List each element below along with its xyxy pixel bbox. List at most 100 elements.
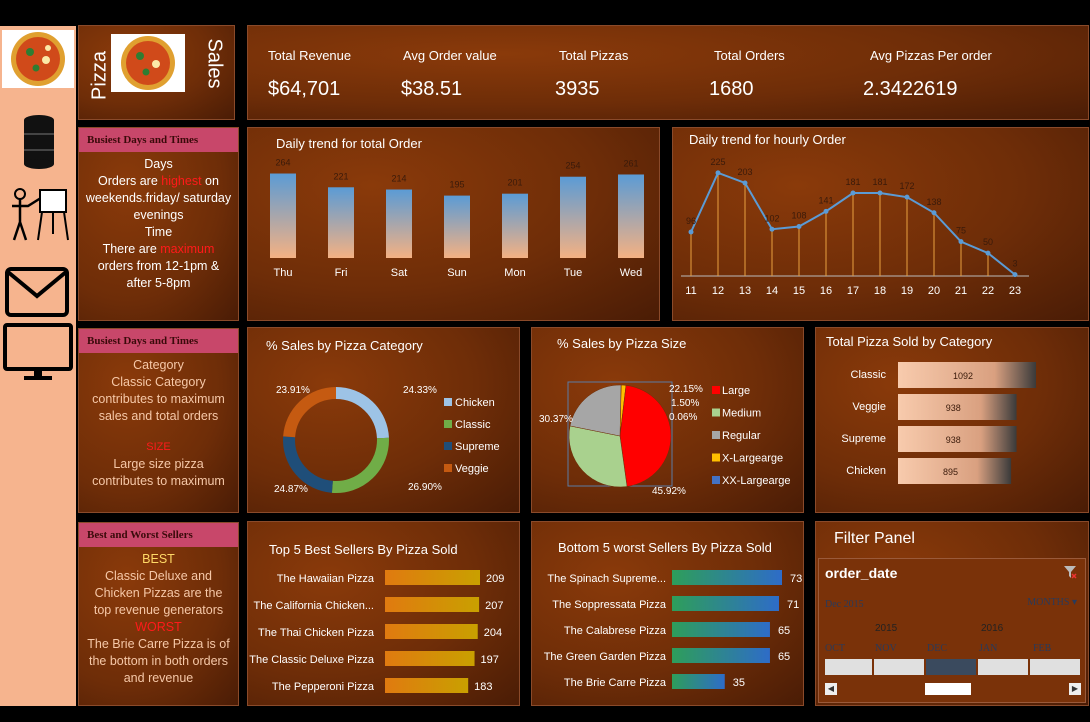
note-text: Orders are [98, 174, 162, 188]
note-best-worst: Best and Worst Sellers BEST Classic Delu… [78, 522, 239, 706]
legend-swatch [712, 431, 720, 439]
month-tile-nov[interactable] [874, 659, 924, 675]
clear-filter-icon[interactable] [1063, 565, 1077, 579]
data-label: 209 [486, 573, 504, 585]
legend-label: Large [722, 385, 750, 397]
note-text: on weekends.friday/ saturday evenings [85, 174, 232, 222]
top5-panel: Top 5 Best Sellers By Pizza Sold The Haw… [247, 521, 520, 706]
data-label: 75 [956, 226, 966, 236]
bottom5-panel: Bottom 5 worst Sellers By Pizza Sold The… [531, 521, 804, 706]
data-point [850, 190, 856, 196]
legend-label: Medium [722, 408, 761, 420]
note-line: The Brie Carre Pizza is of the bottom in… [87, 637, 230, 685]
note-highlight: maximum [160, 242, 215, 256]
tick-label: Chicken [846, 465, 886, 477]
note-busiest-days: Busiest Days and Times Days Orders are h… [78, 127, 239, 321]
timeline-year: 2015 [875, 623, 898, 634]
mail-icon[interactable] [4, 266, 70, 318]
note-head: Busiest Days and Times [79, 128, 238, 152]
data-label: 195 [449, 180, 464, 190]
bar [898, 426, 1017, 452]
data-point [931, 210, 937, 216]
kpi-label-orders: Total Orders [714, 48, 785, 63]
legend-label: XX-Largearge [722, 475, 791, 487]
data-label: 30.37% [539, 414, 573, 425]
month-label: NOV [875, 643, 897, 654]
data-point [1012, 272, 1018, 278]
daily-bar-chart: 264 Thu 221 Fri 214 Sat 195 Sun 201 Mon 254 Tue 261 W… [270, 158, 644, 279]
kpi-value-pizzas: 3935 [555, 78, 600, 100]
data-label: 172 [899, 181, 914, 191]
note-line: Classic Category contributes to maximum … [92, 375, 225, 423]
timeline-level-dropdown[interactable]: MONTHS ▾ [1027, 597, 1077, 608]
tick-label: Supreme [841, 433, 886, 445]
bar [898, 458, 1012, 484]
kpi-panel: Total Revenue $64,701 Avg Order value $3… [247, 25, 1089, 120]
tick-label: 19 [901, 285, 913, 297]
size-pie-panel: % Sales by Pizza Size 45.92% 30.37% 22.15%… [531, 327, 804, 513]
data-label: 254 [565, 161, 580, 171]
data-label: 45.92% [652, 486, 686, 497]
legend-swatch [444, 420, 452, 428]
bar [385, 651, 475, 666]
tick-label: Classic [851, 369, 887, 381]
month-tile-dec-selected[interactable] [926, 659, 976, 675]
kpi-value-avg-order: $38.51 [401, 78, 463, 100]
data-label: 183 [474, 681, 492, 693]
data-point [742, 180, 748, 186]
month-label: OCT [825, 643, 845, 654]
tick-label: The Spinach Supreme... [547, 573, 666, 585]
month-tile-jan[interactable] [978, 659, 1028, 675]
bar [502, 193, 528, 258]
filter-panel: Filter Panel order_date Dec 2015 MONTHS … [815, 521, 1089, 706]
tick-label: 14 [766, 285, 778, 297]
donut-slice [283, 436, 334, 493]
data-label: 35 [733, 677, 745, 689]
note-category: Busiest Days and Times Category Classic … [78, 328, 239, 513]
pizza-image-icon [111, 34, 185, 92]
note-line: Days [144, 157, 173, 171]
kpi-value-avg-pizzas: 2.3422619 [863, 78, 958, 100]
scroll-left-button[interactable]: ◀ [825, 683, 837, 695]
tick-label: The Calabrese Pizza [564, 625, 667, 637]
bar [672, 596, 779, 611]
tick-label: 22 [982, 285, 994, 297]
data-label: 65 [778, 625, 790, 637]
sold-bar-chart: Classic 1092 Veggie 938 Supreme 938 Chicken 895 [841, 362, 1036, 484]
tick-label: 12 [712, 285, 724, 297]
timeline-year: 2016 [981, 623, 1004, 634]
data-label: 181 [872, 177, 887, 187]
bar [560, 176, 586, 258]
tick-label: The Brie Carre Pizza [564, 677, 667, 689]
header-title-left: Pizza [88, 51, 111, 100]
monitor-icon[interactable] [2, 322, 74, 382]
tick-label: 21 [955, 285, 967, 297]
month-tile-oct[interactable] [825, 659, 872, 675]
tick-label: Tue [564, 267, 583, 279]
timeline-slicer[interactable]: order_date Dec 2015 MONTHS ▾ 2015 2016 O… [818, 558, 1086, 703]
data-point [823, 208, 829, 214]
chart-title: Daily trend for hourly Order [689, 132, 846, 147]
pie-slice [619, 385, 672, 487]
tick-label: The Thai Chicken Pizza [258, 627, 375, 639]
data-point [985, 250, 991, 256]
pie-slice [569, 384, 622, 437]
bar [385, 678, 469, 693]
tick-label: Sun [447, 267, 467, 279]
note-body: Days Orders are highest on weekends.frid… [79, 152, 238, 296]
scroll-thumb[interactable] [925, 683, 971, 695]
category-donut-chart: 24.33% 26.90% 24.87% 23.91% Chicken Classic Su… [274, 385, 500, 495]
data-label: 102 [764, 213, 779, 223]
legend-label: X-Largearge [722, 453, 783, 465]
scroll-right-button[interactable]: ▶ [1069, 683, 1081, 695]
presenter-icon [12, 188, 69, 241]
donut-slice [335, 387, 389, 439]
bar [328, 187, 354, 258]
level-label: MONTHS [1027, 597, 1070, 608]
bar [618, 174, 644, 258]
month-tile-feb[interactable] [1030, 659, 1080, 675]
timeline-range: Dec 2015 [825, 599, 864, 610]
note-head: Busiest Days and Times [79, 329, 238, 353]
legend-swatch [712, 453, 720, 462]
header-title-right: Sales [203, 38, 226, 89]
